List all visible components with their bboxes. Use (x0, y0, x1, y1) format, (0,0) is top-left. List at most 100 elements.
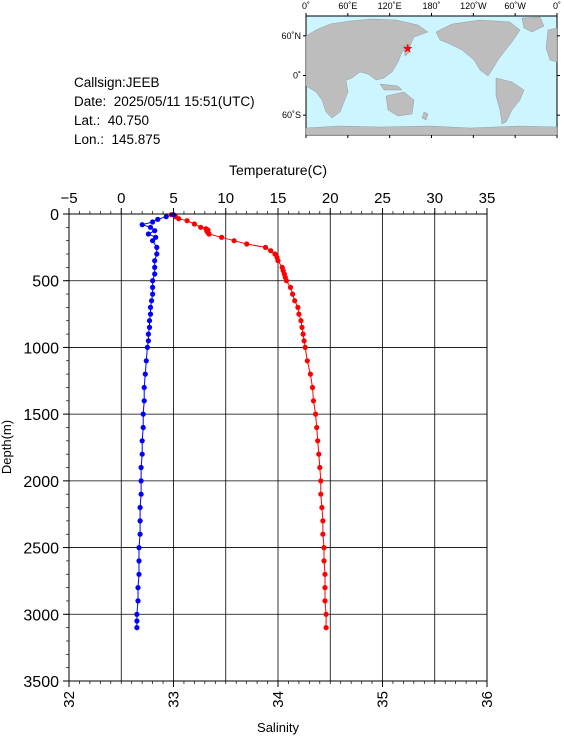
map-ticks (303, 13, 560, 138)
salinity-data-point (150, 238, 156, 244)
australia-landmass (385, 91, 415, 117)
map-lon-label: 0˚ (553, 1, 561, 11)
temperature-data-point (315, 438, 321, 444)
salinity-data-point (150, 284, 156, 290)
salinity-data-point (136, 558, 142, 564)
depth-tick-label: 2500 (23, 541, 59, 558)
date-label: Date: 2025/05/11 15:51(UTC) (74, 94, 255, 109)
temperature-data-point (320, 518, 326, 524)
temperature-data-point (292, 298, 298, 304)
temperature-data-point (296, 311, 302, 317)
salinity-data-point (147, 311, 154, 317)
salinity-data-point (139, 222, 145, 228)
temperature-data-point (301, 338, 307, 344)
temperature-data-point (262, 244, 269, 250)
salinity-data-point (153, 234, 159, 240)
temperature-data-point (287, 284, 294, 290)
temperature-tick-label: 5 (169, 190, 177, 207)
temperature-data-point (313, 411, 319, 417)
temperature-data-point (316, 451, 322, 457)
salinity-data-point (140, 411, 146, 417)
map-lon-label: 60˚E (338, 1, 357, 11)
map-lon-label: 120˚E (378, 1, 402, 11)
salinity-data-point (154, 244, 160, 250)
salinity-data-point (146, 324, 153, 330)
salinity-data-point (152, 228, 158, 234)
depth-tick-label: 3500 (23, 674, 59, 691)
salinity-data-point (140, 424, 146, 431)
temperature-data-point (323, 625, 329, 631)
temperature-data-point (300, 331, 306, 337)
temperature-tick-label: −5 (60, 190, 77, 207)
salinity-data-point (142, 371, 148, 377)
latitude-label: Lat.: 40.750 (74, 113, 150, 128)
temperature-data-point (322, 585, 328, 591)
salinity-data-point (135, 585, 141, 591)
salinity-data-point (150, 278, 156, 284)
temperature-data-point (219, 234, 225, 240)
new-zealand-landmass (421, 111, 429, 121)
salinity-data-point (138, 491, 144, 497)
temperature-data-point (206, 231, 212, 237)
salinity-data-point (150, 219, 156, 225)
temperature-data-point (283, 278, 289, 284)
temperature-tick-label: 0 (117, 190, 125, 207)
temperature-data-point (299, 324, 305, 330)
depth-tick-label: 1500 (23, 407, 59, 424)
salinity-data-point (139, 438, 145, 444)
temperature-profile-line (171, 214, 327, 628)
salinity-data-point (135, 598, 141, 604)
depth-tick-label: 0 (50, 207, 59, 224)
temperature-data-point (231, 238, 237, 244)
map-lat-label: 60˚N (281, 31, 301, 41)
salinity-data-point (147, 304, 154, 310)
temperature-data-point (321, 558, 327, 564)
depth-tick-label: 1000 (23, 340, 59, 357)
map-lon-label: 120˚W (460, 1, 487, 11)
temperature-data-point (302, 344, 308, 350)
map-lat-label: 60˚S (282, 110, 301, 120)
temperature-data-point (295, 304, 301, 310)
depth-tick-label: 2000 (23, 474, 59, 491)
salinity-data-point (141, 384, 147, 391)
salinity-data-point (139, 451, 145, 457)
temperature-data-point (322, 598, 328, 604)
salinity-data-point (137, 531, 143, 537)
temperature-data-point (304, 358, 310, 364)
salinity-data-point (136, 545, 142, 551)
temperature-data-point (320, 531, 326, 537)
station-info: Callsign:JEEB Date: 2025/05/11 15:51(UTC… (74, 73, 255, 149)
temperature-data-point (322, 571, 328, 577)
temperature-tick-label: 10 (217, 190, 234, 207)
north-america-landmass (435, 19, 521, 77)
salinity-tick-label: 36 (479, 691, 496, 708)
temperature-axis-title: Temperature(C) (229, 162, 327, 178)
temperature-tick-label: 35 (479, 190, 496, 207)
temperature-data-point (321, 545, 327, 551)
salinity-data-point (143, 358, 149, 364)
salinity-tick-label: 35 (375, 691, 392, 708)
depth-axis-title: Depth(m) (0, 420, 14, 474)
salinity-data-point (152, 271, 158, 277)
salinity-data-point (163, 214, 169, 220)
temperature-data-point (244, 241, 250, 247)
map-lat-label: 0˚ (293, 71, 301, 81)
temperature-data-point (275, 258, 281, 264)
temperature-data-point (198, 224, 204, 230)
temperature-tick-label: 25 (374, 190, 391, 207)
salinity-data-point (155, 216, 161, 222)
salinity-data-point (134, 625, 140, 631)
temperature-data-point (184, 218, 190, 224)
temperature-data-point (176, 216, 182, 222)
greenland-landmass (521, 16, 545, 33)
temperature-data-point (318, 491, 324, 497)
map-land (305, 16, 558, 136)
salinity-data-point (146, 318, 153, 324)
temperature-tick-label: 20 (322, 190, 339, 207)
salinity-data-point (138, 478, 144, 484)
south-america-landmass (495, 77, 525, 125)
temperature-tick-label: 30 (426, 190, 443, 207)
temperature-data-point (298, 318, 304, 324)
